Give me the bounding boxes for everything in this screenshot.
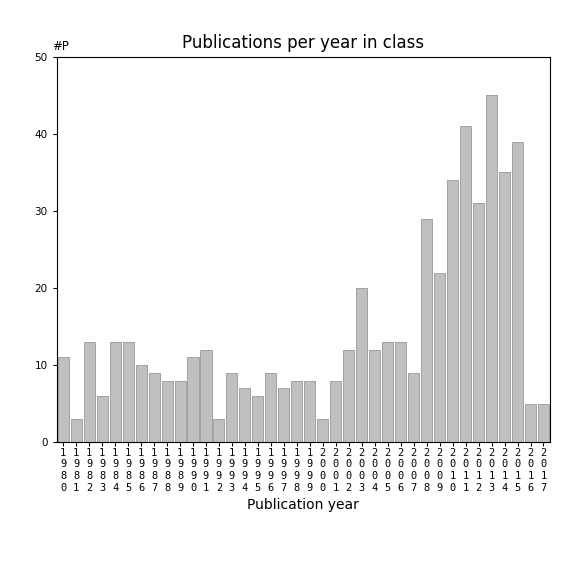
Bar xyxy=(136,365,147,442)
Bar xyxy=(369,350,380,442)
Bar xyxy=(499,172,510,442)
Bar xyxy=(356,288,367,442)
Bar xyxy=(175,380,185,442)
Bar xyxy=(201,350,211,442)
Bar xyxy=(421,219,432,442)
Bar xyxy=(96,396,108,442)
X-axis label: Publication year: Publication year xyxy=(247,498,359,512)
Bar xyxy=(434,273,445,442)
Bar xyxy=(525,404,536,442)
Bar xyxy=(226,373,238,442)
Bar xyxy=(343,350,354,442)
Bar xyxy=(278,388,289,442)
Bar xyxy=(304,380,315,442)
Bar xyxy=(109,342,121,442)
Bar xyxy=(239,388,251,442)
Bar xyxy=(188,357,198,442)
Text: #P: #P xyxy=(52,40,69,53)
Bar xyxy=(512,142,523,442)
Bar xyxy=(473,203,484,442)
Bar xyxy=(58,357,69,442)
Bar xyxy=(122,342,134,442)
Bar xyxy=(382,342,393,442)
Bar xyxy=(291,380,302,442)
Bar xyxy=(318,419,328,442)
Bar xyxy=(252,396,264,442)
Bar xyxy=(149,373,159,442)
Bar xyxy=(265,373,276,442)
Bar xyxy=(408,373,419,442)
Title: Publications per year in class: Publications per year in class xyxy=(182,35,425,52)
Bar xyxy=(395,342,406,442)
Bar xyxy=(71,419,82,442)
Bar xyxy=(162,380,172,442)
Bar xyxy=(460,126,471,442)
Bar xyxy=(331,380,341,442)
Bar xyxy=(213,419,225,442)
Bar xyxy=(447,180,458,442)
Bar xyxy=(84,342,95,442)
Bar xyxy=(538,404,549,442)
Bar xyxy=(486,95,497,442)
